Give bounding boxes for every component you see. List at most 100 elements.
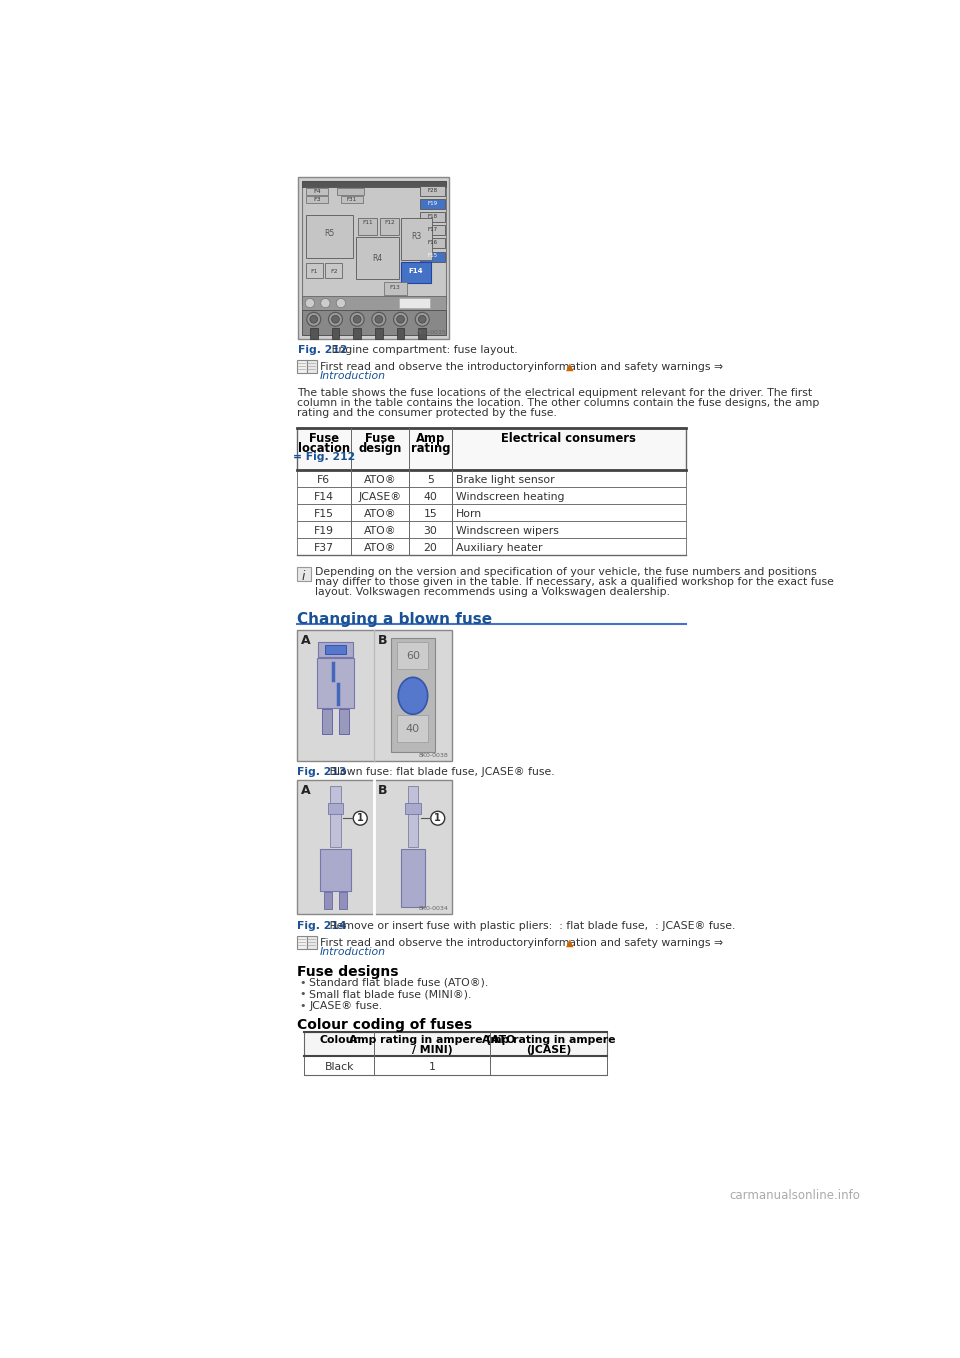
Bar [306,189,327,196]
Text: F2: F2 [330,269,338,274]
Bar [337,189,364,196]
Text: ATO®: ATO® [364,526,396,535]
Text: Amp rating in ampere: Amp rating in ampere [482,1035,615,1046]
Text: JCASE® fuse.: JCASE® fuse. [309,1001,382,1010]
Bar [322,709,331,733]
Text: B: B [378,784,388,797]
Text: First read and observe the introductoryinformation and safety warnings ⇒: First read and observe the introductoryi… [320,937,723,948]
Text: (JCASE): (JCASE) [526,1044,571,1055]
Bar [399,299,430,308]
Text: Fuse: Fuse [365,432,395,445]
Text: F11: F11 [362,220,372,225]
Text: F13: F13 [390,285,400,289]
Bar [420,251,444,262]
Text: Fuse: Fuse [309,432,339,445]
Bar [319,642,352,657]
Text: R3: R3 [412,232,422,242]
Text: = Fig. 212: = Fig. 212 [293,452,355,463]
Text: R4: R4 [372,254,382,263]
Text: 15: 15 [423,509,437,519]
Bar [297,936,307,949]
Text: F3: F3 [313,197,321,202]
Bar [330,786,341,847]
Text: F14: F14 [314,492,334,501]
Text: ATO®: ATO® [364,543,396,553]
Bar [297,504,685,521]
Bar [302,181,445,187]
Bar [397,642,428,669]
Text: Windscreen heating: Windscreen heating [456,492,564,501]
Text: Brake light sensor: Brake light sensor [456,475,555,485]
Circle shape [375,315,383,323]
Bar [324,645,347,655]
Text: Electrical consumers: Electrical consumers [501,432,636,445]
Text: Remove or insert fuse with plastic pliers:  : flat blade fuse,  : JCASE® fuse.: Remove or insert fuse with plastic plier… [326,921,735,930]
Text: may differ to those given in the table. If necessary, ask a qualified workshop f: may differ to those given in the table. … [315,577,834,587]
Bar [304,1032,607,1057]
Text: F19: F19 [427,201,438,205]
Bar [297,538,685,555]
Text: A: A [300,784,310,797]
Text: Changing a blown fuse: Changing a blown fuse [297,612,492,627]
Circle shape [431,811,444,826]
Text: F15: F15 [314,509,334,519]
Circle shape [416,312,429,326]
Text: Introduction: Introduction [320,371,386,380]
Text: 30: 30 [423,526,438,535]
Text: F18: F18 [427,213,438,219]
Circle shape [394,312,408,326]
Bar [392,638,435,752]
Bar [297,470,685,488]
Text: Amp rating in ampere (ATO: Amp rating in ampere (ATO [349,1035,516,1046]
Text: Fig. 214: Fig. 214 [297,921,347,930]
Text: ▲: ▲ [566,937,574,948]
Text: F4: F4 [313,189,321,194]
Text: Introduction: Introduction [320,947,386,957]
Bar [420,239,444,249]
Text: F37: F37 [314,543,334,553]
Text: Standard flat blade fuse (ATO®).: Standard flat blade fuse (ATO®). [309,978,489,987]
Text: 60: 60 [406,650,420,661]
Bar [408,786,419,847]
Circle shape [353,811,368,826]
Text: F1: F1 [311,269,319,274]
Bar [339,709,349,733]
Circle shape [372,312,386,326]
Circle shape [331,315,339,323]
Text: column in the table contains the location. The other columns contain the fuse de: column in the table contains the locatio… [297,398,819,407]
Text: Fig. 212: Fig. 212 [299,345,348,354]
Text: •: • [300,978,306,987]
Text: i: i [302,569,305,583]
Bar [304,1057,607,1074]
Text: location: location [298,441,349,455]
Bar [420,225,444,235]
Text: F16: F16 [427,240,438,244]
Bar [297,779,452,914]
Text: F6: F6 [317,475,330,485]
Bar [297,360,307,373]
Text: Small flat blade fuse (MINI®).: Small flat blade fuse (MINI®). [309,989,471,999]
Bar [320,849,351,891]
Bar [306,196,327,202]
Text: F17: F17 [427,227,438,232]
Circle shape [310,315,318,323]
Text: / MINI): / MINI) [412,1044,452,1055]
Bar [324,892,332,909]
Bar [297,488,685,504]
Text: ▲: ▲ [566,361,574,372]
Text: F28: F28 [427,187,438,193]
Bar [341,196,363,202]
Text: Colour: Colour [320,1035,359,1046]
Bar [310,327,318,338]
Bar [356,236,399,280]
Bar [302,296,445,310]
Bar [400,849,425,907]
Bar [420,186,444,196]
Text: F14: F14 [409,269,423,274]
Text: 8K0-0035: 8K0-0035 [417,330,446,335]
Bar [307,936,317,949]
Circle shape [396,315,404,323]
Circle shape [328,312,343,326]
Bar [325,263,343,278]
Bar [302,181,445,304]
